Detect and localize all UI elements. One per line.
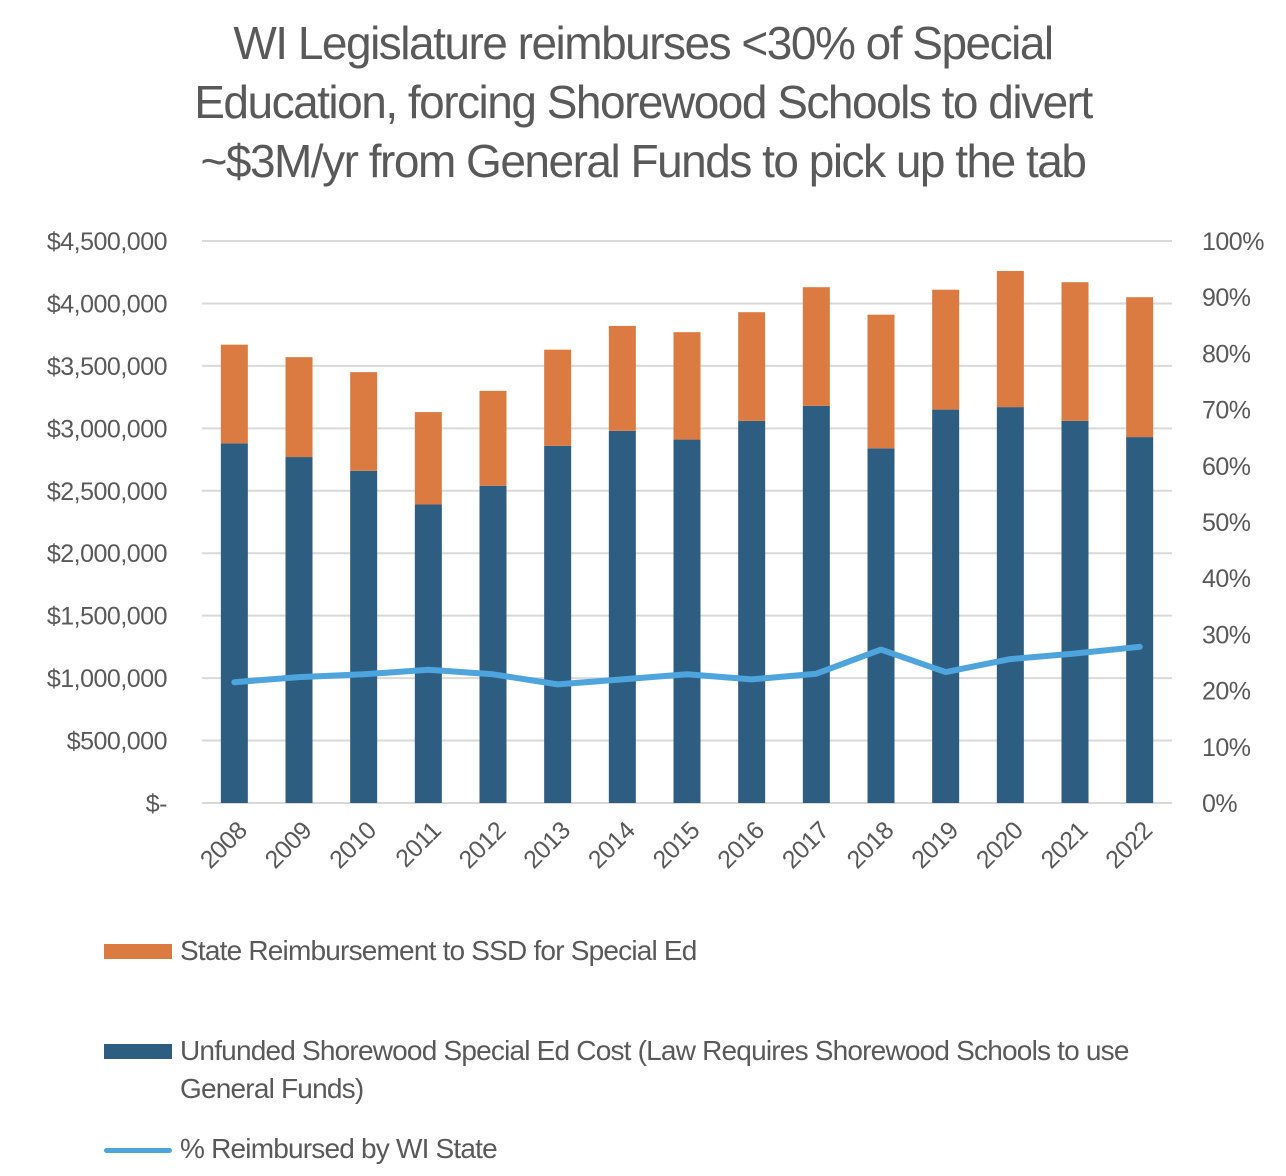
bar-unfunded-2008 <box>220 443 248 803</box>
right-tick-label-10: 100% <box>1202 228 1264 256</box>
chart-title-line-1: WI Legislature reimburses <30% of Specia… <box>233 17 1054 69</box>
x-axis-tick-labels: 2008 2009 2010 2011 2012 2013 2014 2015 2016 2017… <box>195 816 1158 874</box>
percent-point-2015 <box>686 673 688 676</box>
bar-reimbursement-2008 <box>220 344 248 444</box>
bar-unfunded-2014 <box>608 430 636 803</box>
left-tick-label-0: $- <box>146 790 167 818</box>
x-tick-label-2020: 2020 <box>971 816 1029 874</box>
bar-reimbursement-2011 <box>414 412 442 505</box>
bar-unfunded-2020 <box>996 407 1024 803</box>
x-tick-label-2008: 2008 <box>195 816 253 874</box>
left-tick-label-4: $2,000,000 <box>47 540 167 568</box>
x-tick-label-2009: 2009 <box>260 816 318 874</box>
chart-title-line-2: Education, forcing Shorewood Schools to … <box>194 76 1093 128</box>
right-tick-label-9: 90% <box>1202 284 1251 312</box>
bars <box>220 270 1154 803</box>
left-axis-tick-labels: $- $500,000 $1,000,000 $1,500,000 $2,000,000… <box>47 228 168 818</box>
bar-unfunded-2022 <box>1126 437 1154 803</box>
left-tick-label-2: $1,000,000 <box>47 665 167 693</box>
bar-unfunded-2010 <box>350 470 378 803</box>
x-tick-label-2013: 2013 <box>518 816 576 874</box>
right-tick-label-3: 30% <box>1202 621 1251 649</box>
percent-point-2018 <box>880 648 882 651</box>
bar-reimbursement-2015 <box>673 332 701 440</box>
x-tick-label-2012: 2012 <box>454 816 512 874</box>
bar-unfunded-2015 <box>673 439 701 803</box>
x-tick-label-2014: 2014 <box>583 816 641 874</box>
right-tick-label-7: 70% <box>1202 397 1251 425</box>
percent-point-2017 <box>815 672 818 675</box>
percent-point-2022 <box>1138 645 1141 648</box>
bar-reimbursement-2018 <box>867 314 895 449</box>
left-tick-label-6: $3,000,000 <box>47 415 167 443</box>
bar-reimbursement-2009 <box>285 357 313 458</box>
bar-reimbursement-2020 <box>996 270 1024 408</box>
chart-title-line-3: ~$3M/yr from General Funds to pick up th… <box>200 135 1087 187</box>
percent-point-2011 <box>427 668 430 671</box>
x-tick-label-2010: 2010 <box>324 816 382 874</box>
right-tick-label-4: 40% <box>1202 565 1251 593</box>
x-tick-label-2021: 2021 <box>1036 816 1094 874</box>
x-tick-label-2011: 2011 <box>390 816 446 872</box>
percent-line-series <box>231 643 1143 688</box>
bar-unfunded-2019 <box>932 409 960 803</box>
bar-reimbursement-2022 <box>1126 297 1154 438</box>
bar-reimbursement-2013 <box>544 349 572 446</box>
bar-unfunded-2018 <box>867 448 895 803</box>
x-tick-label-2015: 2015 <box>648 816 706 874</box>
left-tick-label-5: $2,500,000 <box>47 478 167 506</box>
percent-point-2014 <box>621 678 624 681</box>
right-tick-label-8: 80% <box>1202 340 1251 368</box>
percent-point-2012 <box>492 673 494 676</box>
bar-reimbursement-2010 <box>350 372 378 471</box>
right-tick-label-0: 0% <box>1202 790 1237 818</box>
right-tick-label-1: 10% <box>1202 734 1251 762</box>
right-tick-label-6: 60% <box>1202 453 1251 481</box>
percent-point-2021 <box>1074 652 1076 655</box>
percent-point-2019 <box>944 671 947 674</box>
percent-point-2013 <box>556 683 559 686</box>
percent-point-2010 <box>362 673 365 676</box>
x-tick-label-2017: 2017 <box>777 816 835 874</box>
percent-point-2016 <box>750 678 753 681</box>
percent-point-2008 <box>233 681 236 684</box>
bar-unfunded-2017 <box>802 405 830 803</box>
bar-reimbursement-2021 <box>1061 282 1089 421</box>
left-tick-label-7: $3,500,000 <box>47 353 167 381</box>
bar-reimbursement-2017 <box>802 287 830 406</box>
bar-unfunded-2021 <box>1061 420 1089 803</box>
left-tick-label-1: $500,000 <box>67 728 167 756</box>
x-tick-label-2022: 2022 <box>1100 816 1158 874</box>
bar-reimbursement-2016 <box>738 312 766 421</box>
bar-unfunded-2011 <box>414 504 442 803</box>
bar-unfunded-2009 <box>285 457 313 803</box>
x-tick-label-2019: 2019 <box>906 816 964 874</box>
left-tick-label-3: $1,500,000 <box>47 603 167 631</box>
right-tick-label-5: 50% <box>1202 509 1251 537</box>
percent-point-2009 <box>298 676 300 679</box>
bar-reimbursement-2014 <box>608 325 636 431</box>
bar-reimbursement-2019 <box>932 289 960 410</box>
bar-unfunded-2016 <box>738 420 766 803</box>
x-tick-label-2016: 2016 <box>712 816 770 874</box>
bar-unfunded-2012 <box>479 485 507 803</box>
bar-reimbursement-2012 <box>479 390 507 486</box>
right-tick-label-2: 20% <box>1202 678 1251 706</box>
percent-point-2020 <box>1009 658 1012 661</box>
left-tick-label-9: $4,500,000 <box>47 228 167 256</box>
left-tick-label-8: $4,000,000 <box>47 290 167 318</box>
right-axis-tick-labels: 0% 10% 20% 30% 40% 50% 60% 70% 80% 90% 100% <box>1202 228 1265 818</box>
x-tick-label-2018: 2018 <box>842 816 900 874</box>
chart-title: WI Legislature reimburses <30% of Specia… <box>0 14 1286 191</box>
bar-unfunded-2013 <box>544 445 572 803</box>
